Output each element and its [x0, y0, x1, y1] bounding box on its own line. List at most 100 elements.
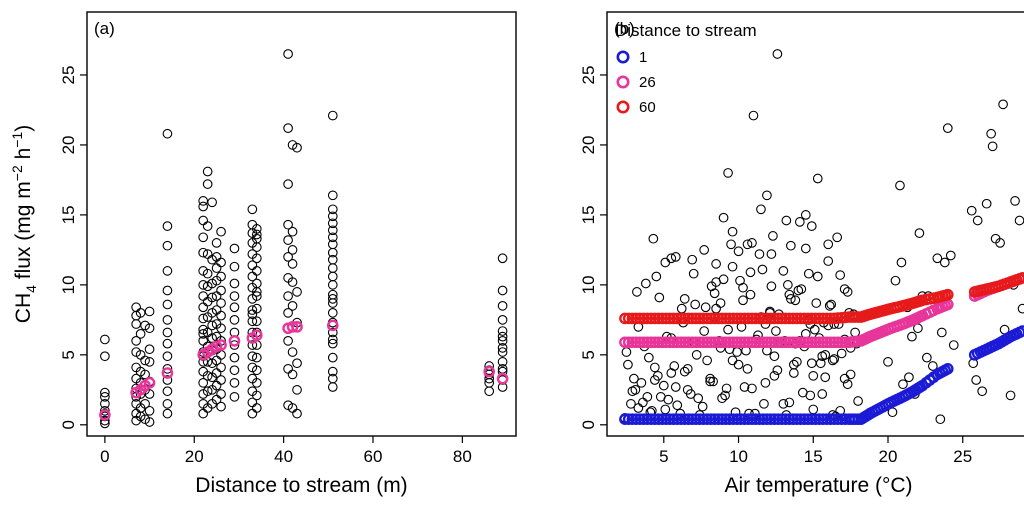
- series-point: [637, 336, 650, 349]
- observed-point: [327, 232, 338, 243]
- series-point: [686, 413, 698, 426]
- observed-point: [756, 204, 766, 215]
- observed-point: [907, 331, 917, 342]
- series-point: [697, 312, 710, 325]
- observed-point: [144, 389, 155, 399]
- fitted-point: [228, 335, 241, 347]
- series-point: [805, 413, 818, 426]
- observed-point: [827, 355, 838, 366]
- series-point: [802, 312, 814, 325]
- observed-point: [641, 278, 651, 289]
- observed-point: [327, 211, 338, 222]
- y-tick-label: 25: [59, 66, 78, 85]
- series-point: [805, 312, 818, 325]
- series-point: [675, 312, 687, 325]
- observed-point: [817, 389, 828, 399]
- series-point: [637, 312, 650, 325]
- series-point: [727, 312, 740, 325]
- observed-point: [327, 294, 338, 304]
- series-26-points: [619, 272, 1024, 349]
- observed-point: [216, 310, 226, 321]
- observed-point: [251, 403, 262, 413]
- legend-marker: [616, 75, 630, 89]
- x-tick-label: 20: [185, 447, 204, 466]
- series-point: [791, 413, 803, 426]
- observed-point: [733, 246, 744, 257]
- observed-point: [800, 210, 811, 220]
- series-point: [626, 312, 639, 325]
- series-point: [776, 336, 788, 349]
- observed-point: [987, 141, 998, 152]
- x-tick-label: 25: [953, 447, 972, 466]
- series-point: [708, 336, 721, 349]
- series-point: [809, 413, 822, 426]
- observed-point: [942, 123, 953, 133]
- observed-point: [842, 379, 853, 390]
- observed-point: [1014, 215, 1024, 226]
- observed-point: [484, 361, 495, 371]
- observed-point: [747, 383, 757, 394]
- observed-point: [202, 268, 213, 279]
- series-point: [794, 336, 807, 349]
- observed-point: [783, 280, 793, 290]
- observed-point: [140, 369, 150, 380]
- series-point: [656, 312, 669, 325]
- observed-point: [327, 263, 338, 273]
- observed-point: [768, 231, 778, 241]
- observed-point: [229, 391, 240, 402]
- series-point: [663, 336, 676, 349]
- series-point: [802, 413, 814, 426]
- observed-point: [651, 271, 662, 282]
- y-tick-label: 20: [579, 135, 598, 154]
- observed-point: [632, 287, 642, 297]
- observed-point: [198, 291, 209, 301]
- series-point: [731, 312, 743, 325]
- observed-point: [691, 349, 702, 360]
- observed-point: [283, 363, 293, 374]
- series-point: [1013, 273, 1024, 285]
- observed-point: [829, 354, 840, 364]
- series-point: [734, 336, 747, 349]
- observed-point: [229, 340, 240, 350]
- observed-point: [198, 313, 209, 324]
- observed-point: [981, 198, 992, 209]
- observed-point: [708, 376, 718, 387]
- series-point: [828, 413, 840, 426]
- observed-point: [670, 252, 681, 262]
- series-point: [738, 336, 751, 349]
- observed-point: [327, 327, 338, 338]
- series-point: [746, 336, 758, 349]
- series-point: [619, 312, 631, 325]
- observed-point: [676, 303, 687, 314]
- series-point: [667, 336, 680, 349]
- y-axis-label-part: flux (mg m: [12, 181, 35, 285]
- observed-point: [327, 190, 338, 201]
- series-point: [787, 312, 799, 325]
- panel-a: 0 20 40 60 80 0 5 10 15 20 25 Distance to stream (m…: [9, 11, 517, 497]
- observed-point: [972, 215, 983, 226]
- observed-point: [932, 253, 943, 264]
- legend-title: Distance to stream: [615, 21, 757, 40]
- observed-point: [788, 359, 799, 370]
- series-point: [738, 413, 751, 426]
- series-point: [798, 336, 811, 349]
- series-point: [652, 336, 665, 349]
- observed-point: [832, 232, 843, 243]
- series-point: [652, 312, 665, 325]
- observed-point: [718, 212, 729, 223]
- observed-point: [327, 254, 338, 265]
- series-point: [622, 336, 635, 349]
- series-point: [705, 312, 717, 325]
- series-point: [682, 336, 695, 349]
- observed-point: [140, 355, 150, 366]
- observed-point: [198, 232, 209, 243]
- series-point: [772, 312, 784, 325]
- observed-point: [327, 352, 338, 363]
- observed-point: [723, 324, 733, 335]
- series-point: [802, 336, 814, 349]
- series-point: [787, 336, 799, 349]
- series-point: [783, 413, 796, 426]
- observed-point: [216, 362, 226, 373]
- series-point: [626, 413, 639, 426]
- series-point: [768, 413, 781, 426]
